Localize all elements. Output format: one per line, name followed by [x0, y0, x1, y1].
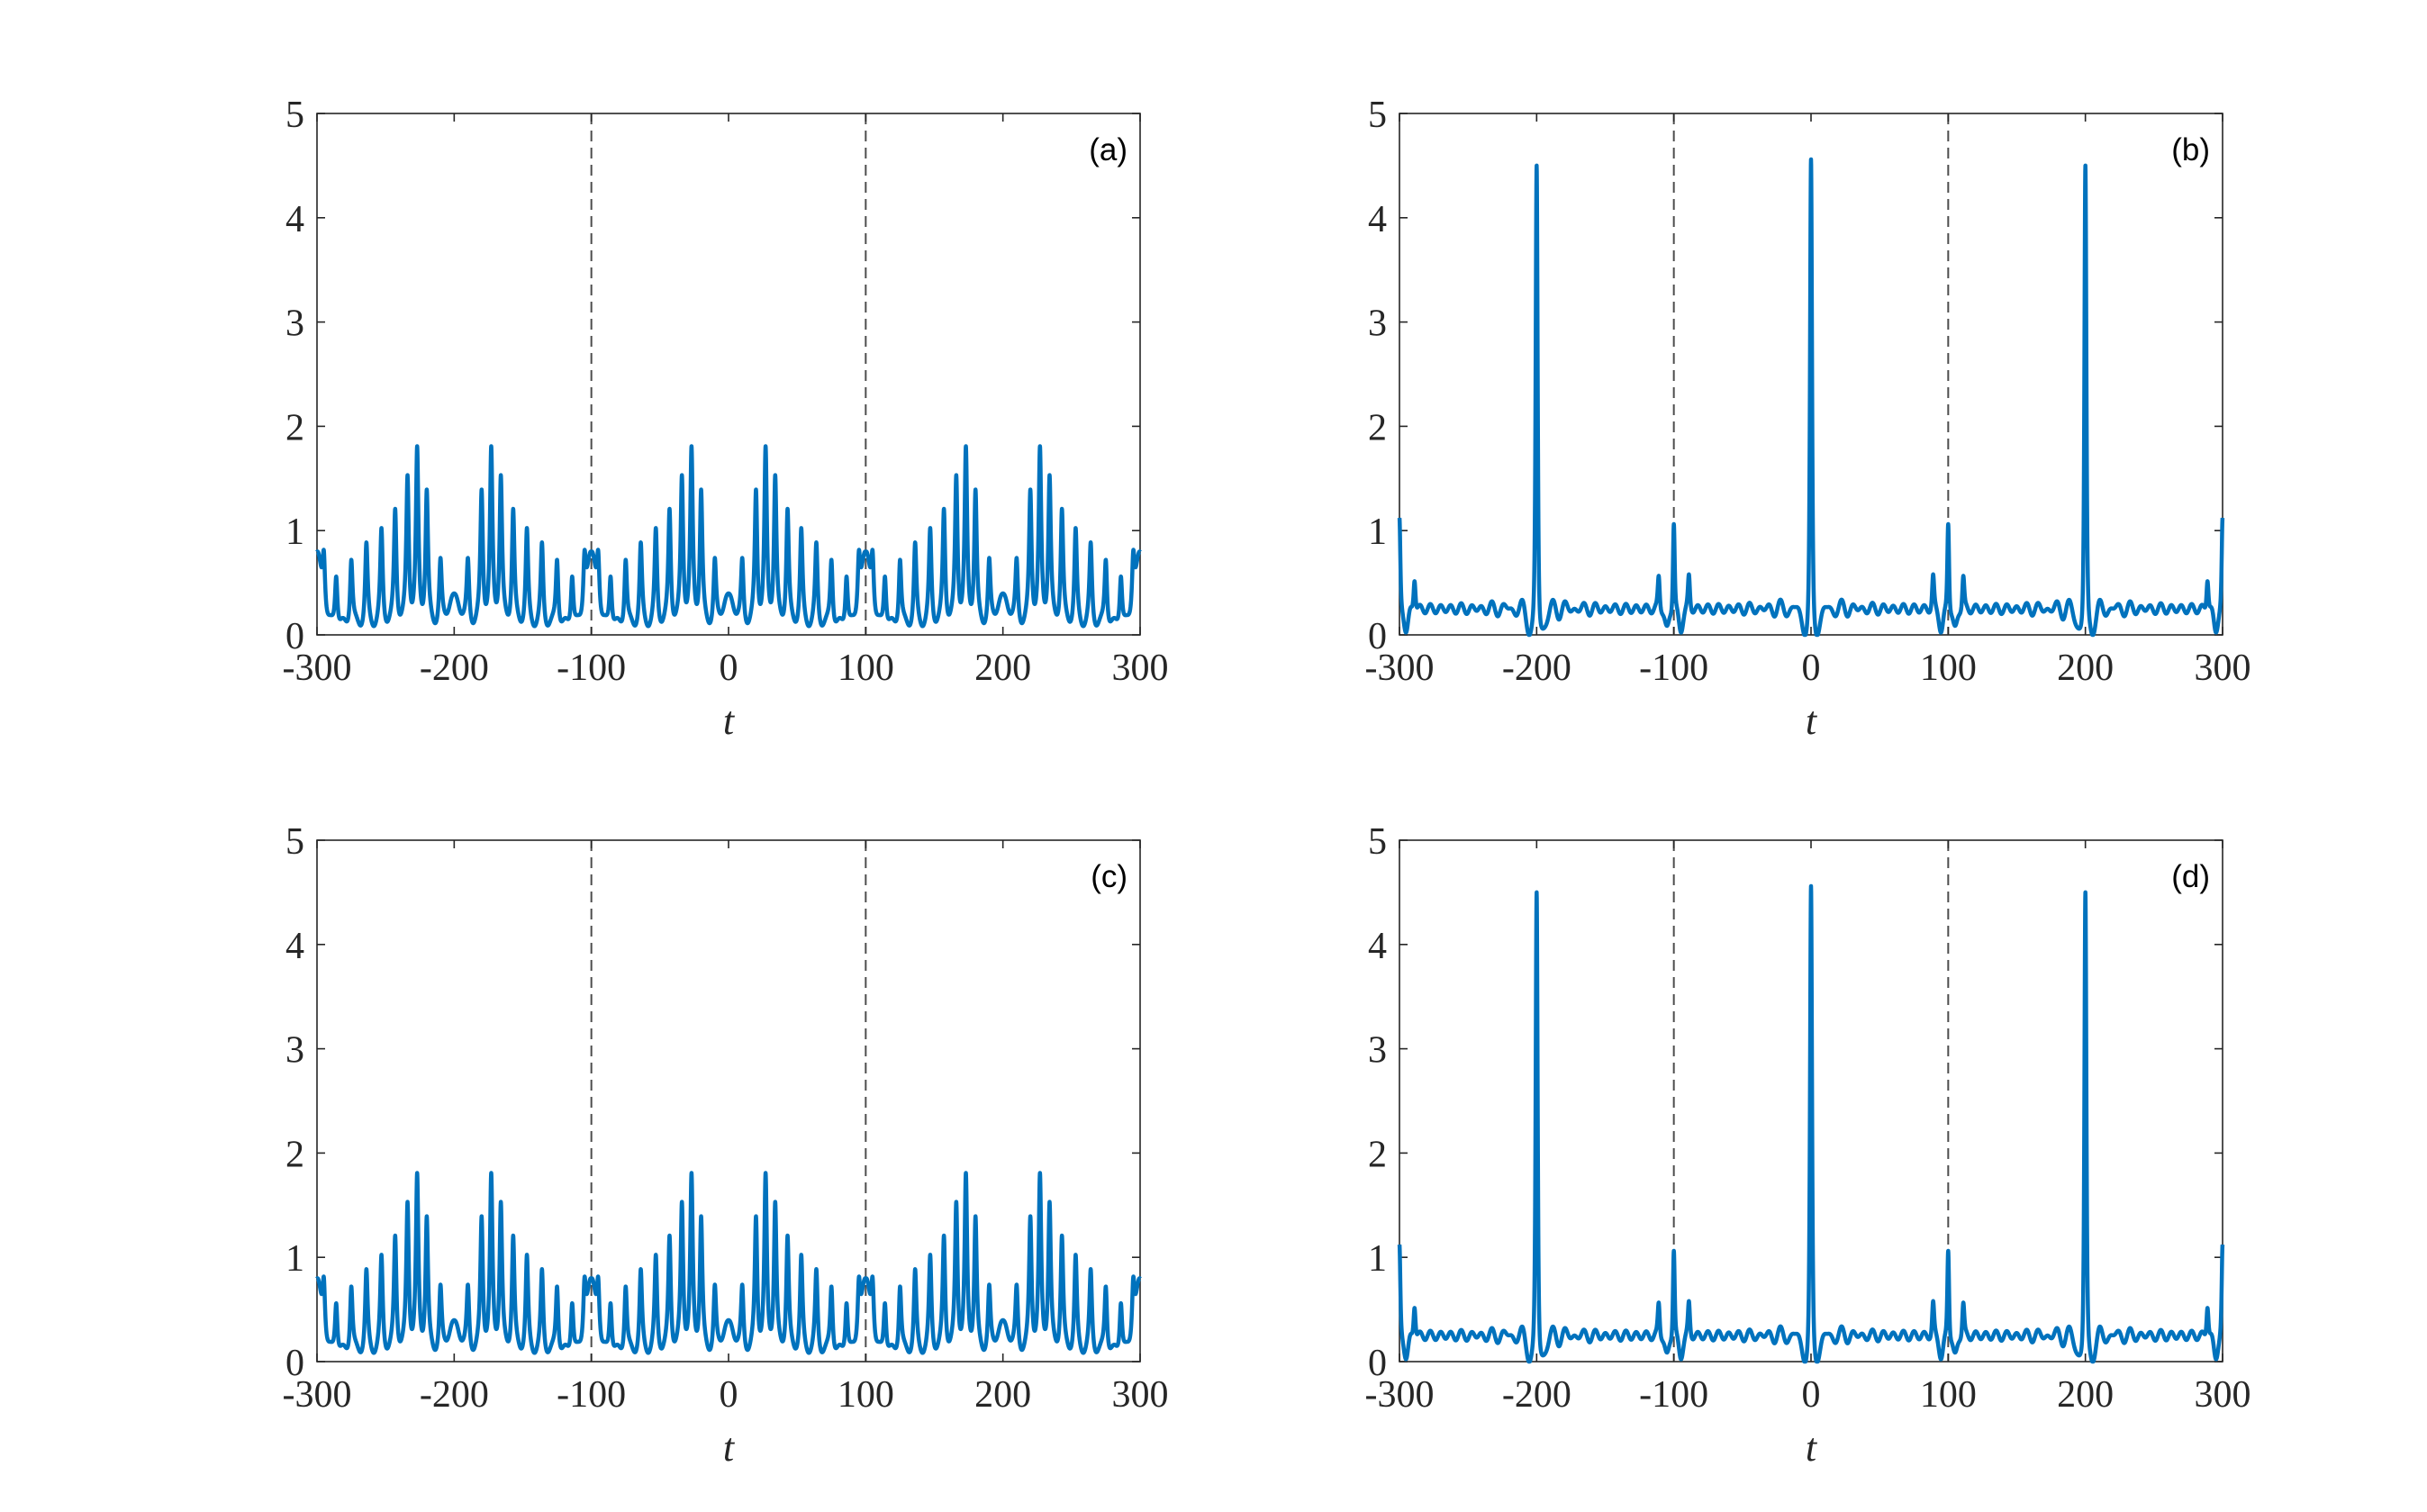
y-tick-label: 4: [285, 926, 304, 967]
y-tick-label: 3: [285, 1030, 304, 1072]
y-tick-label: 3: [285, 303, 304, 345]
y-tick-label: 1: [285, 512, 304, 553]
x-tick-label: -100: [1639, 1374, 1708, 1416]
x-tick-label: 300: [1112, 1374, 1169, 1416]
y-tick-label: 2: [285, 1134, 304, 1175]
x-tick-label: 100: [1920, 1374, 1977, 1416]
x-tick-label: 0: [1802, 647, 1821, 689]
y-tick-label: 2: [1368, 407, 1387, 448]
series-line: [1397, 157, 2225, 638]
y-tick-label: 1: [285, 1238, 304, 1280]
panel-label: (b): [2171, 132, 2210, 167]
x-tick-label: 100: [838, 1374, 894, 1416]
x-axis-label: t: [1806, 699, 1818, 743]
x-tick-label: 200: [974, 647, 1031, 689]
y-tick-label: 2: [1368, 1134, 1387, 1175]
x-tick-label: 100: [838, 647, 894, 689]
x-tick-label: 200: [974, 1374, 1031, 1416]
y-tick-label: 0: [285, 1343, 304, 1384]
y-tick-label: 1: [1368, 512, 1387, 553]
y-tick-label: 4: [1368, 926, 1387, 967]
x-tick-label: -100: [557, 647, 626, 689]
chart-panel-d: -300 -200 -100 0 100 200 300 0 1 2 3 4 5 t (d): [1365, 821, 2251, 1470]
y-tick-label: 5: [285, 821, 304, 863]
y-tick-label: 4: [1368, 199, 1387, 240]
y-tick-label: 5: [285, 95, 304, 136]
chart-panel-a: -300 -200 -100 0 100 200 300 0 1 2 3 4 5 t (a): [283, 95, 1169, 743]
x-tick-label: -200: [1502, 647, 1571, 689]
x-tick-label: 0: [720, 647, 738, 689]
x-tick-label: -200: [420, 1374, 489, 1416]
x-tick-label: 200: [2057, 1374, 2114, 1416]
chart-panel-b: -300 -200 -100 0 100 200 300 0 1 2 3 4 5 t (b): [1365, 95, 2251, 743]
x-tick-label: -300: [1365, 1374, 1435, 1416]
x-tick-label: 300: [1112, 647, 1169, 689]
panel-label: (c): [1091, 859, 1127, 894]
x-axis-label: t: [1806, 1426, 1818, 1470]
y-tick-label: 4: [285, 199, 304, 240]
y-tick-label: 0: [285, 616, 304, 657]
chart-panel-c: -300 -200 -100 0 100 200 300 0 1 2 3 4 5 t (c): [283, 821, 1169, 1470]
x-tick-label: 100: [1920, 647, 1977, 689]
y-tick-label: 1: [1368, 1238, 1387, 1280]
y-tick-label: 0: [1368, 616, 1387, 657]
x-tick-label: -100: [1639, 647, 1708, 689]
y-tick-label: 3: [1368, 1030, 1387, 1072]
x-tick-label: 0: [1802, 1374, 1821, 1416]
x-tick-label: -300: [283, 647, 352, 689]
series-line: [314, 1171, 1143, 1355]
panel-label: (a): [1089, 132, 1127, 167]
x-tick-label: -300: [283, 1374, 352, 1416]
y-tick-label: 5: [1368, 821, 1387, 863]
x-tick-label: 300: [2195, 647, 2251, 689]
x-tick-label: -300: [1365, 647, 1435, 689]
x-tick-label: -100: [557, 1374, 626, 1416]
y-tick-label: 3: [1368, 303, 1387, 345]
x-tick-label: -200: [1502, 1374, 1571, 1416]
x-tick-label: 300: [2195, 1374, 2251, 1416]
x-axis-label: t: [723, 699, 736, 743]
x-tick-label: 0: [720, 1374, 738, 1416]
x-tick-label: 200: [2057, 647, 2114, 689]
x-axis-label: t: [723, 1426, 736, 1470]
y-tick-label: 0: [1368, 1343, 1387, 1384]
y-tick-label: 5: [1368, 95, 1387, 136]
panel-label: (d): [2171, 859, 2210, 894]
y-tick-label: 2: [285, 407, 304, 448]
series-line: [314, 444, 1143, 629]
x-tick-label: -200: [420, 647, 489, 689]
series-line: [1397, 883, 2225, 1364]
